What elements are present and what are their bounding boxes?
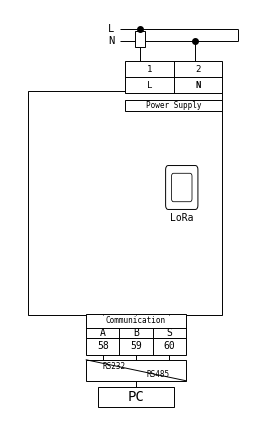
Text: LoRa: LoRa bbox=[170, 213, 193, 223]
Text: Communication: Communication bbox=[106, 316, 166, 325]
Text: 1: 1 bbox=[147, 65, 152, 74]
Text: L: L bbox=[147, 81, 152, 90]
Text: S: S bbox=[166, 328, 172, 338]
Text: PC: PC bbox=[128, 390, 144, 404]
Bar bbox=[135, 31, 145, 47]
Text: 59: 59 bbox=[130, 341, 142, 352]
Bar bbox=[86, 360, 186, 381]
Bar bbox=[86, 338, 186, 355]
Text: L: L bbox=[108, 24, 115, 34]
Text: B: B bbox=[133, 328, 139, 338]
Bar bbox=[28, 91, 222, 315]
Text: 2: 2 bbox=[195, 65, 201, 74]
Text: N: N bbox=[195, 81, 201, 90]
Text: 58: 58 bbox=[97, 341, 109, 352]
FancyBboxPatch shape bbox=[166, 165, 198, 210]
Text: A: A bbox=[100, 328, 106, 338]
Bar bbox=[125, 61, 222, 93]
Text: N: N bbox=[108, 36, 115, 46]
Text: 60: 60 bbox=[163, 341, 175, 352]
Text: Power Supply: Power Supply bbox=[146, 101, 202, 110]
Bar bbox=[125, 100, 222, 112]
Bar bbox=[98, 386, 174, 408]
FancyBboxPatch shape bbox=[172, 173, 192, 202]
Text: RS232: RS232 bbox=[103, 362, 126, 370]
Text: RS485: RS485 bbox=[146, 370, 169, 379]
Bar bbox=[86, 314, 186, 338]
